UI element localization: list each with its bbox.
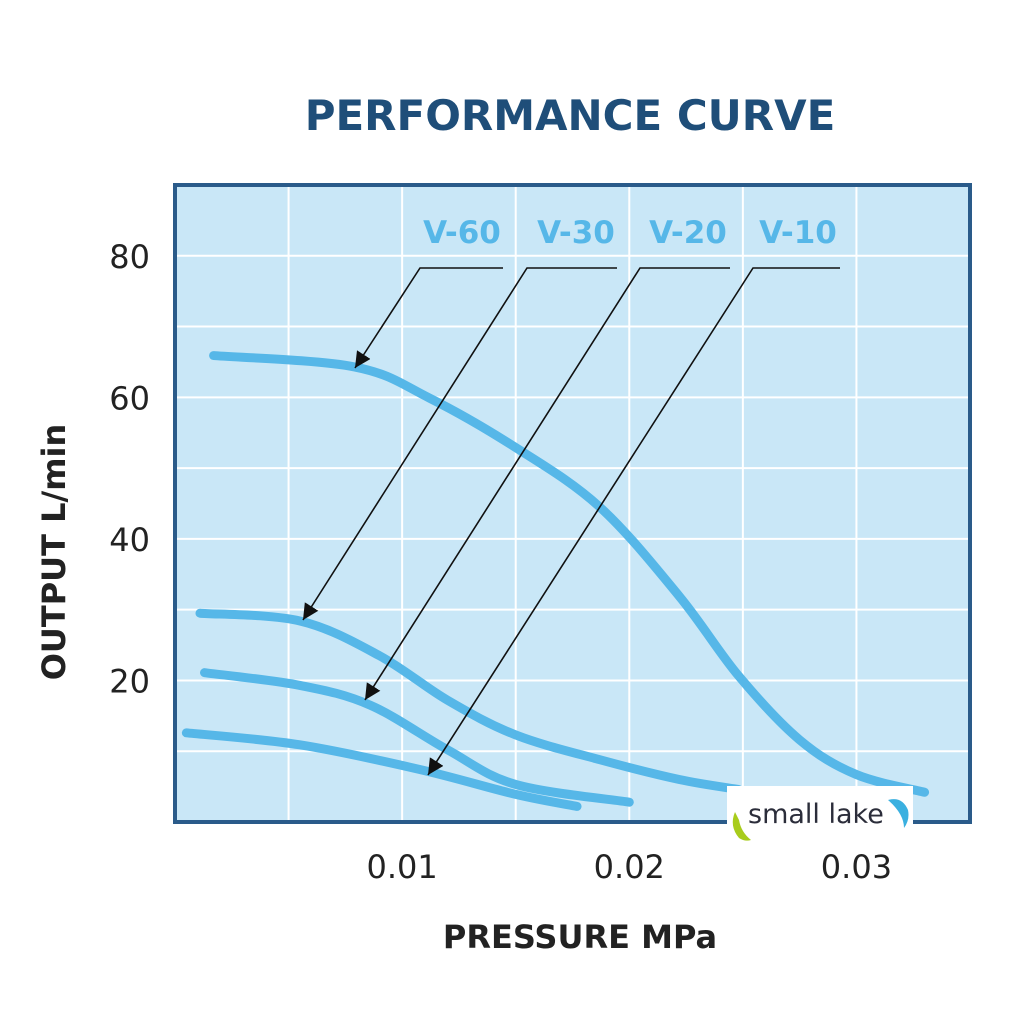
x-tick-label: 0.01 bbox=[367, 848, 438, 886]
y-tick-label: 80 bbox=[109, 238, 150, 276]
chart-title: PERFORMANCE CURVE bbox=[305, 91, 836, 140]
legend-label-v-10: V-10 bbox=[759, 215, 837, 251]
series-line-v-60 bbox=[209, 351, 930, 797]
y-tick-label: 40 bbox=[109, 521, 150, 559]
y-tick-label: 60 bbox=[109, 379, 150, 417]
legend-arrow bbox=[302, 267, 617, 621]
watermark-logo: small lake bbox=[727, 786, 913, 841]
fish-icon bbox=[732, 812, 751, 841]
legend-label-v-20: V-20 bbox=[649, 215, 727, 251]
series-line-v-10 bbox=[181, 728, 582, 811]
watermark-text: small lake bbox=[748, 799, 884, 830]
legend-arrow bbox=[354, 267, 503, 369]
fish-icon bbox=[888, 799, 909, 828]
y-tick-label: 20 bbox=[109, 662, 150, 700]
x-axis-label: PRESSURE MPa bbox=[443, 918, 717, 956]
legend-arrow bbox=[427, 267, 840, 776]
y-axis-label: OUTPUT L/min bbox=[35, 424, 73, 681]
legend-arrow bbox=[364, 267, 730, 701]
series-line-v-30 bbox=[195, 608, 743, 794]
x-tick-label: 0.03 bbox=[821, 848, 892, 886]
legend-label-v-30: V-30 bbox=[537, 215, 615, 251]
series-line-v-20 bbox=[200, 668, 634, 807]
legend-label-v-60: V-60 bbox=[423, 215, 501, 251]
plot-area bbox=[173, 183, 972, 824]
x-tick-label: 0.02 bbox=[594, 848, 665, 886]
